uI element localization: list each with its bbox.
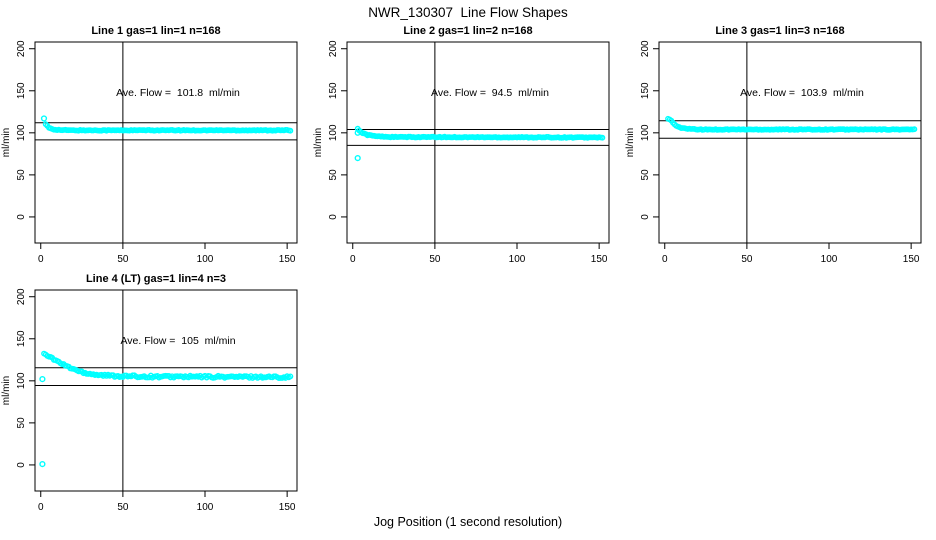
y-tick-label: 0 <box>16 214 27 220</box>
outlier-points <box>354 129 361 162</box>
plot-line-1: 0 50 100 150 0 50 100 150 200 ml/min <box>1 40 298 265</box>
x-tick-label: 100 <box>509 254 526 265</box>
panel-title-line-4: Line 4 (LT) gas=1 lin=4 n=3 <box>85 273 227 285</box>
flow-point <box>911 126 918 133</box>
y-tick-label: 50 <box>16 169 27 181</box>
y-axis-unit-label: ml/min <box>1 376 12 405</box>
panel-line-2: 0 50 100 150 0 50 100 150 200 ml/min Line 2 gas=1… <box>312 22 624 270</box>
data-points <box>41 350 294 382</box>
x-tick-label: 50 <box>429 254 441 265</box>
ave-flow-annotation-line-3: Ave. Flow = 103.9 ml/min <box>740 87 864 99</box>
panel-title-line-3: Line 3 gas=1 lin=3 n=168 <box>715 25 845 37</box>
data-points <box>354 125 606 141</box>
panel-line-3: 0 50 100 150 0 50 100 150 200 ml/min Line 3 gas=1… <box>624 22 936 270</box>
x-tick-label: 100 <box>821 254 838 265</box>
y-tick-label: 200 <box>16 40 27 57</box>
y-tick-label: 100 <box>640 124 651 141</box>
y-axis-unit-label: ml/min <box>313 128 324 157</box>
outlier-point <box>40 115 48 122</box>
x-tick-label: 0 <box>662 254 668 265</box>
y-tick-label: 200 <box>328 40 339 57</box>
reference-lines <box>347 42 609 243</box>
outlier-points <box>39 375 46 468</box>
plot-box <box>34 41 298 244</box>
outlier-point <box>39 375 46 383</box>
y-axis-unit-label: ml/min <box>1 128 12 157</box>
plot-box <box>34 289 298 492</box>
x-axis-ticks: 0 50 100 150 <box>38 243 296 265</box>
y-tick-label: 0 <box>640 214 651 220</box>
y-tick-label: 100 <box>16 124 27 141</box>
outlier-point <box>39 461 46 468</box>
y-tick-label: 0 <box>16 462 27 468</box>
x-tick-label: 0 <box>350 254 356 265</box>
y-tick-label: 50 <box>16 417 27 429</box>
x-tick-label: 150 <box>903 254 920 265</box>
x-axis-ticks: 0 50 100 150 <box>38 491 296 513</box>
ave-flow-annotation-line-2: Ave. Flow = 94.5 ml/min <box>431 87 549 99</box>
y-tick-label: 150 <box>328 82 339 99</box>
panel-title-line-2: Line 2 gas=1 lin=2 n=168 <box>403 25 533 37</box>
y-tick-label: 200 <box>640 40 651 57</box>
x-tick-label: 0 <box>38 254 44 265</box>
plot-line-3: 0 50 100 150 0 50 100 150 200 ml/min <box>625 40 922 265</box>
flow-point <box>287 373 294 380</box>
x-tick-label: 0 <box>38 502 44 513</box>
y-tick-label: 100 <box>328 124 339 141</box>
outlier-points <box>40 115 48 122</box>
y-axis-ticks: 0 50 100 150 200 <box>328 40 347 220</box>
flow-point <box>287 127 294 134</box>
y-tick-label: 50 <box>328 169 339 181</box>
reference-lines <box>659 42 921 243</box>
panel-line-4: 0 50 100 150 0 50 100 150 200 ml/min Line 4 (LT) … <box>0 270 312 518</box>
x-tick-label: 100 <box>197 254 214 265</box>
reference-lines <box>35 290 297 491</box>
y-axis-ticks: 0 50 100 150 200 <box>640 40 659 220</box>
plot-line-2: 0 50 100 150 0 50 100 150 200 ml/min <box>313 40 610 265</box>
reference-lines <box>35 42 297 243</box>
y-tick-label: 150 <box>16 330 27 347</box>
x-tick-label: 150 <box>279 254 296 265</box>
y-axis-ticks: 0 50 100 150 200 <box>16 288 35 468</box>
ave-flow-annotation-line-4: Ave. Flow = 105 ml/min <box>120 335 236 347</box>
outlier-point <box>354 155 361 162</box>
plot-line-4: 0 50 100 150 0 50 100 150 200 ml/min <box>1 288 298 513</box>
x-tick-label: 50 <box>741 254 753 265</box>
outlier-point <box>354 129 361 136</box>
panel-line-1: 0 50 100 150 0 50 100 150 200 ml/min Line 1 gas=1… <box>0 22 312 270</box>
y-tick-label: 150 <box>640 82 651 99</box>
y-tick-label: 100 <box>16 372 27 389</box>
data-points <box>665 115 918 133</box>
y-tick-label: 150 <box>16 82 27 99</box>
plot-box <box>346 41 610 244</box>
x-axis-label: Jog Position (1 second resolution) <box>373 515 563 529</box>
x-axis-ticks: 0 50 100 150 <box>662 243 920 265</box>
x-tick-label: 50 <box>117 502 129 513</box>
flow-point <box>599 134 606 141</box>
data-points <box>42 121 294 134</box>
ave-flow-annotation-line-1: Ave. Flow = 101.8 ml/min <box>116 87 240 99</box>
y-tick-label: 200 <box>16 288 27 305</box>
panel-title-line-1: Line 1 gas=1 lin=1 n=168 <box>91 25 221 37</box>
x-tick-label: 150 <box>591 254 608 265</box>
x-tick-label: 50 <box>117 254 129 265</box>
x-tick-label: 150 <box>279 502 296 513</box>
x-tick-label: 100 <box>197 502 214 513</box>
figure-title: NWR_130307 Line Flow Shapes <box>368 5 568 20</box>
y-tick-label: 50 <box>640 169 651 181</box>
y-axis-ticks: 0 50 100 150 200 <box>16 40 35 220</box>
x-axis-ticks: 0 50 100 150 <box>350 243 608 265</box>
y-tick-label: 0 <box>328 214 339 220</box>
plot-box <box>658 41 922 244</box>
y-axis-unit-label: ml/min <box>625 128 636 157</box>
